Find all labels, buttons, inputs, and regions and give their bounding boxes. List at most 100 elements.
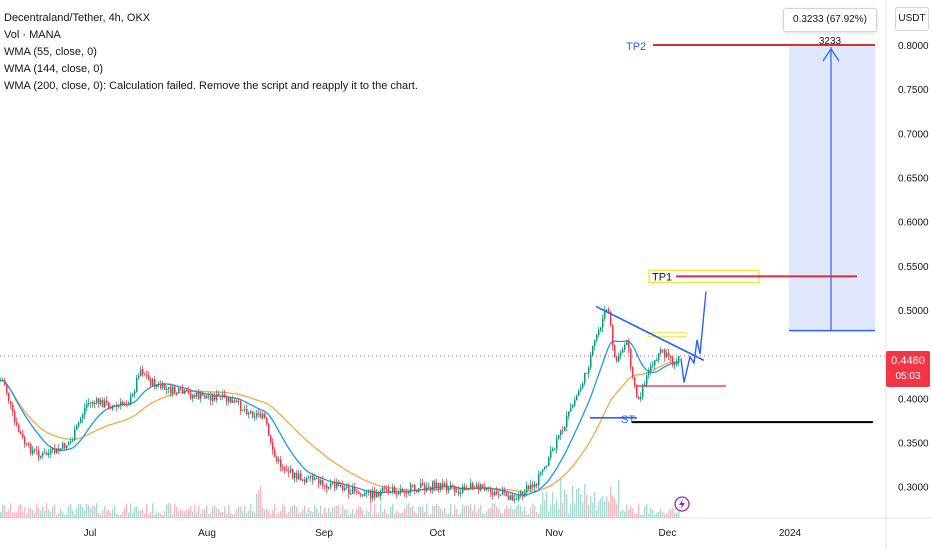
volume-bar (414, 512, 416, 518)
volume-bar (188, 508, 190, 518)
candle-body (52, 448, 54, 450)
candle-body (366, 492, 368, 494)
candle-body (498, 493, 500, 495)
candle-body (390, 491, 392, 493)
volume-bars (0, 478, 680, 518)
candle-body (280, 459, 282, 468)
wma-144-label[interactable]: WMA (144, close, 0) (4, 63, 104, 75)
candle-body (358, 491, 360, 494)
candle-body (138, 375, 140, 378)
candle-body (614, 345, 616, 358)
candle-body (380, 490, 382, 497)
candle-body (182, 388, 184, 394)
symbol-title[interactable]: Decentraland/Tether, 4h, OKX (4, 12, 151, 24)
candle-body (172, 386, 174, 394)
volume-bar (272, 510, 274, 518)
volume-bar (634, 513, 636, 518)
candle-body (394, 487, 396, 494)
candle-body (408, 491, 410, 494)
volume-bar (670, 509, 672, 518)
volume-bar (342, 505, 344, 518)
candle-body (180, 388, 182, 390)
volume-bar (418, 506, 420, 518)
volume-bar (538, 513, 540, 518)
candle-body (678, 355, 680, 363)
candle-body (520, 492, 522, 496)
volume-bar (576, 489, 578, 518)
volume-bar (568, 513, 570, 518)
volume-bar (286, 513, 288, 518)
candle-body (6, 384, 8, 394)
volume-bar (626, 504, 628, 518)
volume-bar (416, 513, 418, 518)
candle-body (56, 448, 58, 454)
volume-bar (580, 494, 582, 518)
candle-body (360, 493, 362, 495)
volume-bar (164, 511, 166, 518)
volume-bar (190, 506, 192, 518)
candle-body (166, 389, 168, 391)
wma-200-error-label[interactable]: WMA (200, close, 0): Calculation failed.… (4, 80, 418, 92)
candle-body (120, 401, 122, 406)
volume-bar (520, 505, 522, 518)
volume-bar (292, 505, 294, 518)
candle-body (384, 487, 386, 489)
volume-bar (412, 505, 414, 518)
volume-bar (604, 501, 606, 518)
candle-body (412, 484, 414, 486)
volume-bar (596, 509, 598, 518)
volume-bar (126, 503, 128, 518)
volume-bar (662, 512, 664, 518)
volume-bar (516, 505, 518, 518)
volume-bar (652, 509, 654, 518)
volume-bar (12, 512, 14, 518)
volume-bar (472, 510, 474, 518)
candle-body (96, 398, 98, 403)
candle-body (70, 441, 72, 443)
candle-body (338, 482, 340, 486)
volume-bar (64, 514, 66, 518)
candle-body (276, 456, 278, 462)
volume-bar (456, 509, 458, 518)
y-tick-label: 0.6000 (898, 218, 929, 229)
candle-body (558, 435, 560, 439)
candle-body (470, 483, 472, 489)
candle-body (648, 370, 650, 376)
candle-body (64, 443, 66, 449)
candle-body (156, 384, 158, 387)
candle-body (554, 448, 556, 450)
volume-bar (326, 512, 328, 518)
volume-bar (430, 513, 432, 518)
volume-bar (504, 509, 506, 518)
x-tick-label: Dec (659, 528, 677, 539)
chart-legend: Decentraland/Tether, 4h, OKX Vol · MANA … (4, 10, 418, 95)
candle-body (196, 392, 198, 397)
volume-bar (90, 508, 92, 518)
candle-body (444, 483, 446, 487)
wma-55-label[interactable]: WMA (55, close, 0) (4, 46, 97, 58)
candle-body (68, 442, 70, 446)
volume-bar (304, 505, 306, 518)
candle-body (640, 397, 642, 400)
candle-body (186, 390, 188, 392)
volume-bar (252, 511, 254, 518)
candle-body (50, 449, 52, 454)
candle-body (16, 422, 18, 425)
candle-body (132, 394, 134, 396)
candle-body (548, 457, 550, 467)
volume-bar (254, 512, 256, 518)
volume-bar (226, 513, 228, 518)
candle-body (290, 468, 292, 473)
volume-bar (288, 511, 290, 518)
volume-bar (558, 508, 560, 518)
candle-body (60, 448, 62, 451)
currency-unit-button[interactable]: USDT (895, 7, 929, 31)
volume-bar (52, 506, 54, 518)
volume-bar (74, 514, 76, 518)
candle-body (176, 392, 178, 394)
volume-bar (300, 512, 302, 518)
volume-bar (142, 508, 144, 518)
volume-indicator-label[interactable]: Vol · MANA (4, 29, 61, 41)
